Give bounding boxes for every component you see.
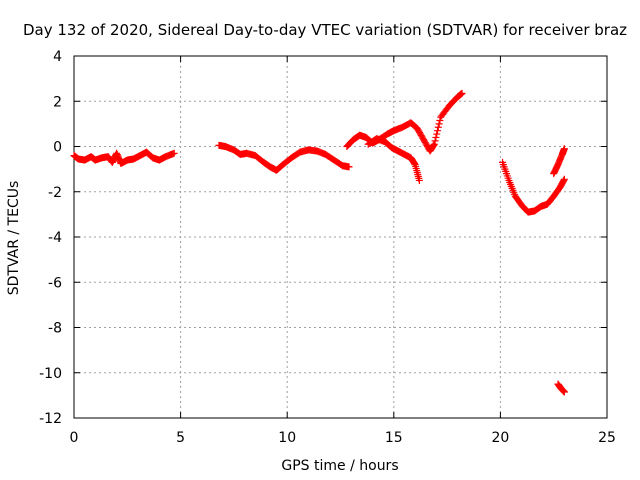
x-tick-label: 25: [598, 430, 616, 446]
data-point: [430, 140, 438, 148]
y-tick-label: -10: [39, 366, 62, 382]
x-tick-label: 10: [278, 430, 296, 446]
data-point: [415, 176, 423, 184]
x-tick-label: 5: [176, 430, 185, 446]
y-axis-label: SDTVAR / TECUs: [6, 181, 22, 296]
y-tick-label: 4: [53, 49, 62, 65]
x-tick-label: 20: [491, 430, 509, 446]
data-point: [433, 130, 441, 138]
x-tick-label: 0: [70, 430, 79, 446]
y-tick-label: 0: [53, 140, 62, 156]
data-point: [436, 116, 444, 124]
data-point: [560, 175, 568, 183]
y-tick-label: 2: [53, 94, 62, 110]
x-tick-labels: 0 5 10 15 20 25: [70, 430, 616, 446]
axis-ticks: [73, 55, 608, 419]
data-point: [434, 127, 442, 135]
data-point: [432, 133, 440, 141]
grid: [74, 56, 607, 418]
data-point: [170, 149, 178, 157]
y-tick-label: -8: [48, 321, 62, 337]
y-tick-label: -4: [48, 230, 62, 246]
x-axis-label: GPS time / hours: [281, 458, 398, 474]
data-points: [70, 89, 568, 396]
data-point: [560, 388, 568, 396]
y-tick-label: -2: [48, 185, 62, 201]
y-tick-label: -12: [39, 411, 62, 427]
data-point: [345, 163, 353, 171]
data-point: [560, 145, 568, 153]
data-point: [434, 123, 442, 131]
x-tick-label: 15: [385, 430, 403, 446]
data-point: [431, 137, 439, 145]
y-tick-label: -6: [48, 275, 62, 291]
data-point: [458, 89, 466, 97]
data-point: [435, 120, 443, 128]
chart-title: Day 132 of 2020, Sidereal Day-to-day VTE…: [23, 21, 627, 39]
y-tick-labels: 4 2 0 -2 -4 -6 -8 -10 -12: [39, 49, 62, 427]
